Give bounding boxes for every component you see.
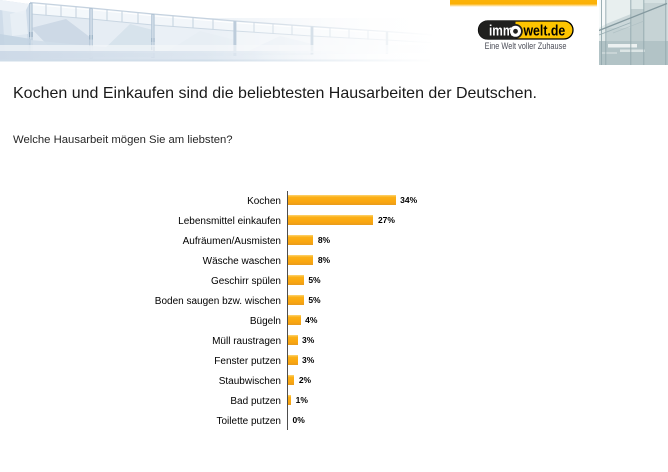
svg-text:Eine Welt voller Zuhause: Eine Welt voller Zuhause <box>485 41 567 51</box>
svg-text:welt.de: welt.de <box>523 21 566 39</box>
svg-text:imm: imm <box>489 22 513 39</box>
